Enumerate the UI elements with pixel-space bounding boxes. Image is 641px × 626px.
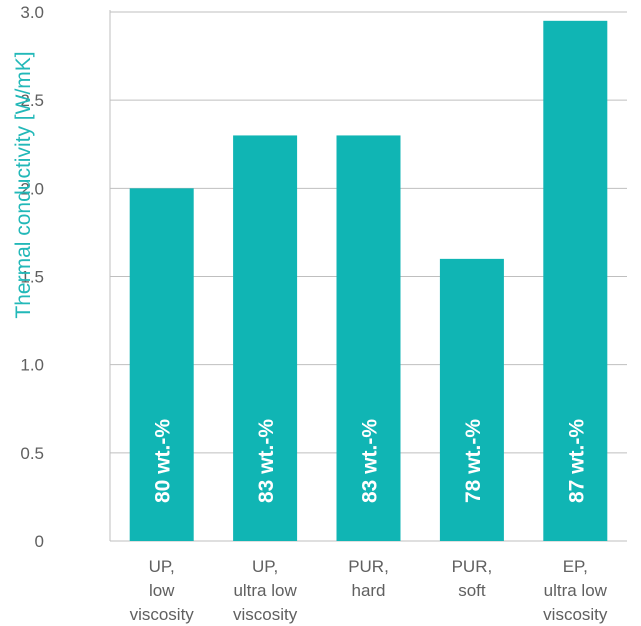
x-category-label: ultra low — [233, 581, 297, 600]
bar-value-label: 83 wt.-% — [255, 419, 278, 503]
y-tick-label: 0 — [35, 532, 44, 551]
x-category-label: UP, — [149, 557, 175, 576]
bar-value-label: 80 wt.-% — [152, 419, 175, 503]
x-axis-category-labels: UP, low viscosity UP, ultra low viscosity PUR,… — [130, 557, 608, 624]
y-axis-ticks: 0 0.5 1.0 1.5 2.0 2.5 3.0 — [20, 3, 44, 551]
bars: 80 wt.-% 83 wt.-% 83 wt.-% 78 wt.-% 87 wt.-% — [129, 20, 608, 542]
x-category-label: ultra low — [544, 581, 608, 600]
bar — [233, 135, 298, 541]
bar — [336, 135, 401, 541]
x-category-label: hard — [351, 581, 385, 600]
bar — [439, 258, 504, 541]
x-category-label: viscosity — [543, 605, 608, 624]
y-tick-label: 1.5 — [20, 268, 44, 287]
bar-value-label: 87 wt.-% — [565, 419, 588, 503]
y-axis-title: Thermal conductivity [W/mK] — [12, 51, 35, 318]
y-tick-label: 0.5 — [20, 444, 44, 463]
bar — [543, 20, 608, 542]
bar — [129, 188, 194, 542]
bar-value-label: 78 wt.-% — [462, 419, 485, 503]
y-tick-label: 1.0 — [20, 356, 44, 375]
x-category-label: soft — [458, 581, 486, 600]
x-category-label: PUR, — [452, 557, 493, 576]
x-category-label: viscosity — [233, 605, 298, 624]
x-category-label: viscosity — [130, 605, 195, 624]
x-category-label: low — [149, 581, 175, 600]
y-tick-label: 3.0 — [20, 3, 44, 22]
x-category-label: PUR, — [348, 557, 389, 576]
y-tick-label: 2.0 — [20, 179, 44, 198]
x-category-label: UP, — [252, 557, 278, 576]
bar-value-label: 83 wt.-% — [359, 419, 382, 503]
x-category-label: EP, — [563, 557, 588, 576]
y-tick-label: 2.5 — [20, 91, 44, 110]
